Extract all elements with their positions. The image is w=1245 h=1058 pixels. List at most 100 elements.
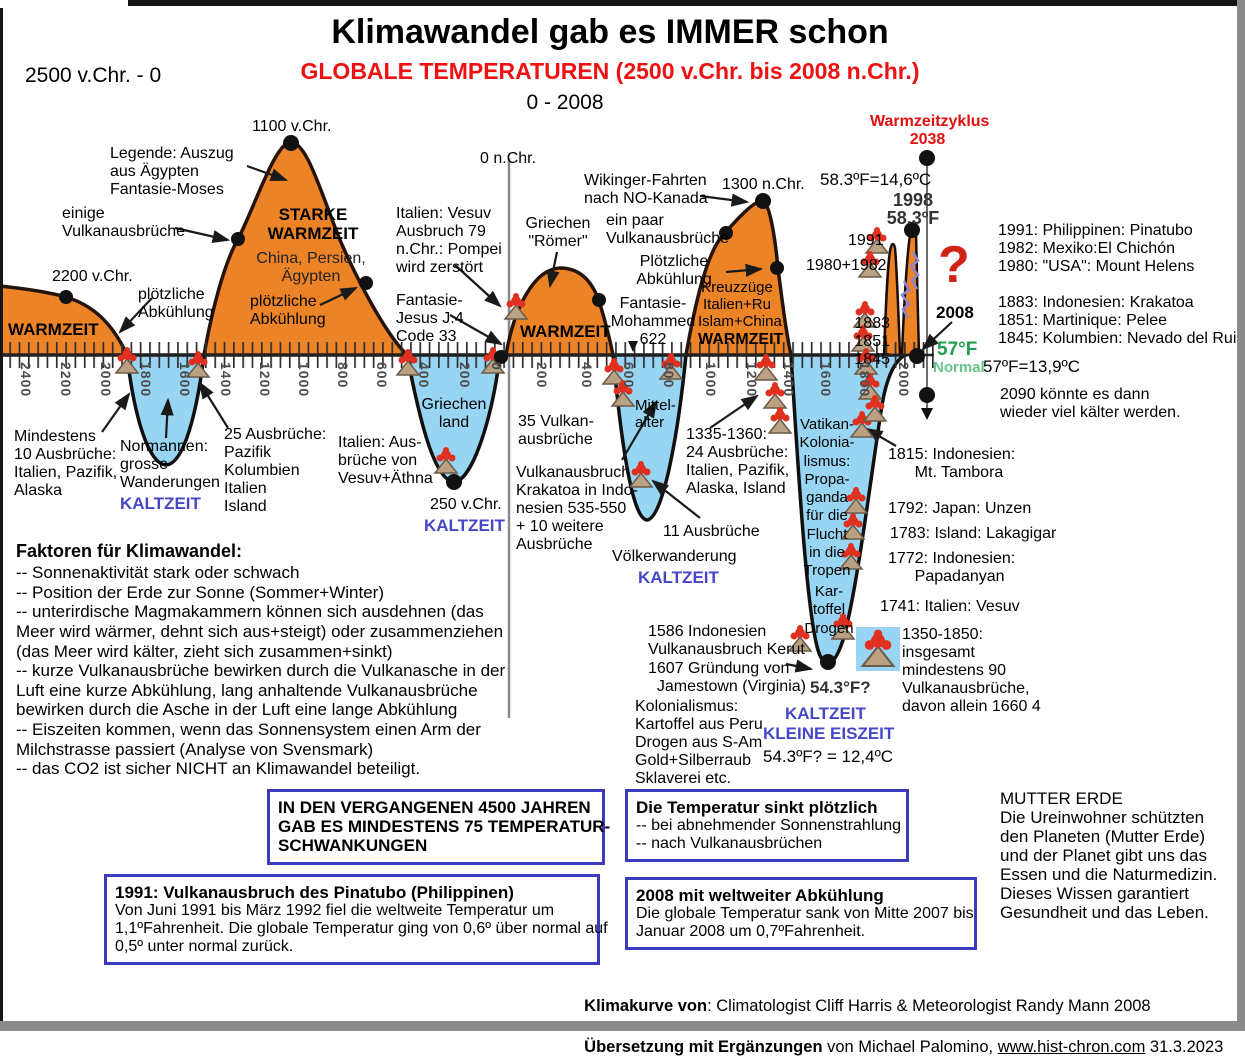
range-left: 2500 v.Chr. - 0	[25, 64, 162, 87]
label-2008: 2008	[936, 303, 974, 322]
credit1-bold: Klimakurve von	[584, 996, 708, 1015]
label-1991: 1991	[848, 232, 884, 249]
label-1607-jamestown: 1607 Gründung von Jamestown (Virginia)	[648, 660, 806, 696]
hist-chron-link[interactable]: www.hist-chron.com	[997, 1037, 1146, 1056]
label-vesuv-aethna: Italien: Aus- brüche von Vesuv+Äthna	[338, 434, 433, 488]
label-1586-kerut: 1586 Indonesien Vulkanausbruch Kerut	[648, 623, 805, 659]
box-4500-jahre: IN DEN VERGANGENEN 4500 JAHREN GAB ES MI…	[267, 789, 610, 865]
box-temperatur-sinkt: Die Temperatur sinkt plötzlich -- bei ab…	[625, 789, 909, 863]
list-eruptions-1800s: 1883: Indonesien: Krakatoa 1851: Martini…	[998, 294, 1245, 348]
timeline-tick-label: 200	[534, 362, 550, 389]
credit2-mid: von Michael Palomino,	[822, 1037, 998, 1056]
label-1792-unzen: 1792: Japan: Unzen	[888, 500, 1032, 517]
timeline-tick-label: 1000	[703, 362, 719, 398]
label-griechenland: Griechen land	[421, 396, 487, 432]
climate-curve-chart	[0, 135, 953, 718]
label-warmzeit-1: WARMZEIT	[8, 320, 99, 339]
label-legende: Legende: Auszug aus Ägypten Fantasie-Mos…	[110, 145, 234, 199]
timeline-tick-label: 600	[621, 362, 637, 389]
credit2-bold: Übersetzung mit Ergänzungen	[584, 1037, 823, 1056]
box4-body: Die globale Temperatur sank von Mitte 20…	[636, 905, 974, 941]
label-mittelalter: Mittel- alter	[635, 397, 676, 431]
timeline-tick-label: 2200	[58, 362, 74, 398]
box-2008-abkuehlung: 2008 mit weltweiter Abkühlung Die global…	[625, 877, 977, 951]
faktoren-title: Faktoren für Klimawandel:	[16, 541, 243, 561]
label-54f-celsius: 54.3ºF? = 12,4ºC	[763, 747, 894, 766]
timeline-tick-label: 2400	[18, 362, 34, 398]
label-voelkerwanderung: Völkerwanderung	[612, 548, 737, 565]
box-pinatubo: 1991: Vulkanausbruch des Pinatubo (Phili…	[104, 874, 608, 966]
timeline-tick-label: 1600	[818, 362, 834, 398]
timeline-tick-label: 600	[374, 362, 390, 389]
credits: Klimakurve von: Climatologist Cliff Harr…	[575, 975, 1223, 1058]
credit2-date: 31.3.2023	[1145, 1037, 1224, 1056]
colder-2090-arrow	[921, 408, 933, 420]
label-starke-warmzeit: STARKE WARMZEIT	[267, 205, 359, 244]
label-kartoffel-drogen: Kar- toffel Drogen	[804, 583, 854, 637]
timeline-tick-label: 1000	[296, 362, 312, 398]
subtitle-red: GLOBALE TEMPERATUREN (2500 v.Chr. bis 20…	[300, 58, 920, 84]
box4-title: 2008 mit weltweiter Abkühlung	[636, 886, 884, 905]
timeline-tick-label: 1800	[138, 362, 154, 398]
label-1100bc: 1100 v.Chr.	[252, 118, 332, 135]
list-eruptions-modern: 1991: Philippinen: Pinatubo 1982: Mexiko…	[998, 222, 1195, 276]
label-normal: Normal	[933, 359, 985, 376]
label-kaltzeit-3: KALTZEIT	[638, 568, 719, 587]
timeline-tick-label: 0	[489, 362, 505, 371]
timeline-tick-label: 1400	[781, 362, 797, 398]
label-kaltzeit-1: KALTZEIT	[120, 494, 201, 513]
timeline-tick-label: 400	[579, 362, 595, 389]
annotation-arrows	[101, 164, 953, 673]
label-mindestens-10: Mindestens 10 Ausbrüche: Italien, Pazifi…	[14, 428, 118, 500]
box2-body: -- bei abnehmender Sonnenstrahlung -- na…	[636, 817, 902, 853]
timeline-tick-label: 1200	[744, 362, 760, 398]
warm-spike-1991	[882, 242, 902, 357]
box2-title: Die Temperatur sinkt plötzlich	[636, 798, 878, 817]
right-border	[1237, 0, 1245, 1031]
label-1350-1850: 1350-1850: insgesamt mindestens 90 Vulka…	[902, 626, 1041, 716]
label-57f: 57°F	[937, 339, 978, 360]
label-1998: 1998 58.3ºF	[886, 190, 940, 228]
label-wikinger: Wikinger-Fahrten nach NO-Kanada	[584, 172, 708, 208]
label-abkuehlung-3: Plötzliche Abkühlung	[636, 253, 712, 289]
squiggle-marks	[900, 251, 920, 319]
label-kreuzzuege: Kreuzzüge Italien+Ru Islam+China	[698, 279, 782, 330]
question-mark: ?	[938, 236, 970, 294]
label-11-ausbrueche: 11 Ausbrüche	[663, 523, 760, 540]
label-abkuehlung-2: plötzliche Abkühlung	[250, 293, 326, 329]
label-0nchr: 0 n.Chr.	[480, 150, 537, 167]
label-35-vulkane: 35 Vulkan- ausbrüche	[518, 413, 594, 449]
label-1815-tambora: 1815: Indonesien: Mt. Tambora	[888, 446, 1016, 482]
label-1772-papadanyan: 1772: Indonesien: Papadanyan	[888, 550, 1016, 586]
bottom-border	[0, 1021, 1245, 1031]
label-fantasie-jesus: Fantasie- Jesus J.4 Code 33	[396, 292, 464, 346]
timeline-tick-label: 800	[661, 362, 677, 389]
timeline-tick-label: 2000	[98, 362, 114, 398]
timeline-tick-label: 1600	[177, 362, 193, 398]
label-warmzeit-3: WARMZEIT	[698, 331, 784, 348]
faktoren-body: -- Sonnenaktivität stark oder schwach --…	[16, 563, 506, 779]
label-china-persien: China, Persien, Ägypten	[256, 250, 366, 286]
label-1783-lakagigar: 1783: Island: Lakagigar	[890, 525, 1057, 542]
label-1300nchr: 1300 n.Chr.	[722, 176, 805, 193]
label-2090: 2090 könnte es dann wieder viel kälter w…	[1000, 386, 1181, 422]
label-58f: 58.3ºF=14,6ºC	[820, 170, 932, 189]
label-1883-1851-1845: 1883 1851 1845	[854, 315, 890, 369]
label-1980-1982: 1980+1982	[806, 257, 887, 274]
label-kaltzeit-4: KALTZEIT	[785, 704, 866, 723]
mutter-erde-text: MUTTER ERDE Die Ureinwohner schützten de…	[1000, 789, 1218, 923]
label-warmzeitzyklus: Warmzeitzyklus 2038	[870, 113, 990, 149]
label-griechen-roemer: Griechen "Römer"	[525, 215, 591, 251]
label-kaltzeit-2: KALTZEIT	[424, 516, 505, 535]
label-normannen: Normannen: grosse Wanderungen	[120, 438, 220, 492]
timeline-tick-label: 200	[457, 362, 473, 389]
label-krakatoa-535: Vulkanausbruch Krakatoa in Indo- nesien …	[516, 464, 638, 554]
label-vesuv-79: Italien: Vesuv Ausbruch 79 n.Chr.: Pompe…	[396, 205, 502, 277]
timeline-tick-label: 1200	[257, 362, 273, 398]
timeline-tick-label: 1400	[218, 362, 234, 398]
timeline-tick-label: 1800	[857, 362, 873, 398]
label-kolonialismus: Kolonialismus: Kartoffel aus Peru Drogen…	[635, 698, 763, 787]
box3-body: Von Juni 1991 bis März 1992 fiel die wel…	[115, 902, 608, 956]
credit1-rest: : Climatologist Cliff Harris & Meteorolo…	[707, 996, 1151, 1015]
